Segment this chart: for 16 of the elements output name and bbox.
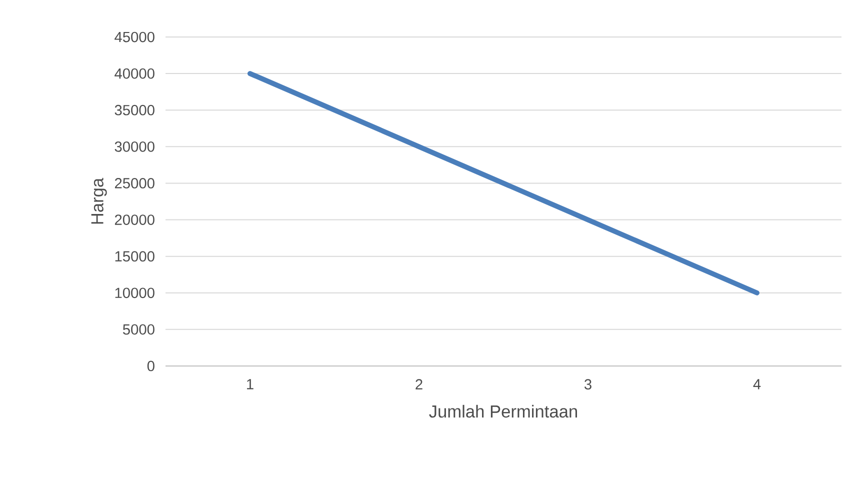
y-tick-label: 0: [147, 360, 154, 372]
y-tick-label: 10000: [115, 288, 154, 298]
y-tick-label: 30000: [114, 141, 154, 152]
x-tick-label: 3: [584, 379, 592, 390]
x-tick-label: 2: [416, 379, 422, 390]
y-tick-label: 5000: [122, 324, 154, 335]
y-tick-label: 35000: [114, 104, 154, 116]
x-tick-label: 4: [753, 379, 761, 390]
y-tick-label: 20000: [114, 214, 154, 225]
y-axis-title: Harga: [91, 178, 107, 224]
y-tick-label: 25000: [114, 178, 154, 188]
x-axis-title: Jumlah Permintaan: [429, 404, 577, 418]
y-tick-label: 15000: [115, 251, 154, 262]
y-tick-label: 40000: [114, 68, 154, 79]
y-tick-label: 45000: [114, 32, 154, 42]
x-tick-label: 1: [247, 379, 254, 390]
